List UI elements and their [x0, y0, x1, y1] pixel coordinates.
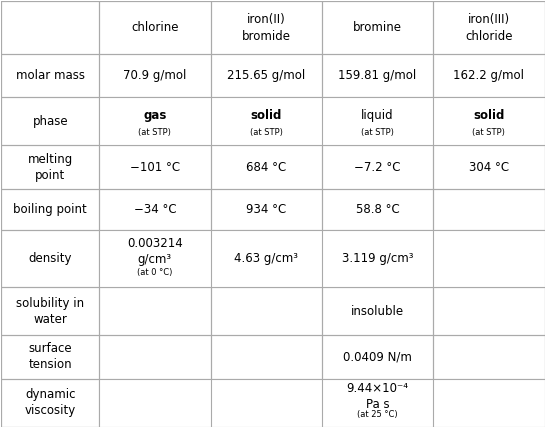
Text: surface
tension: surface tension	[28, 342, 72, 372]
Text: 4.63 g/cm³: 4.63 g/cm³	[234, 252, 298, 265]
Bar	[211, 379, 322, 427]
Text: 162.2 g/mol: 162.2 g/mol	[453, 69, 524, 82]
Bar	[433, 379, 544, 427]
Text: (at STP): (at STP)	[472, 128, 506, 137]
Text: liquid: liquid	[361, 109, 394, 122]
Text: dynamic
viscosity: dynamic viscosity	[25, 388, 76, 417]
Text: iron(II)
bromide: iron(II) bromide	[242, 13, 290, 43]
Text: 934 °C: 934 °C	[246, 203, 286, 216]
Text: −101 °C: −101 °C	[130, 160, 180, 174]
Text: solubility in
water: solubility in water	[16, 297, 84, 326]
Text: (at STP): (at STP)	[139, 128, 171, 137]
Bar	[211, 98, 322, 146]
Text: iron(III)
chloride: iron(III) chloride	[465, 13, 513, 43]
Bar	[433, 98, 544, 146]
Text: −7.2 °C: −7.2 °C	[354, 160, 401, 174]
Text: 3.119 g/cm³: 3.119 g/cm³	[342, 252, 413, 265]
Text: −34 °C: −34 °C	[134, 203, 176, 216]
Text: gas: gas	[143, 109, 167, 122]
Bar	[99, 230, 211, 287]
Text: insoluble: insoluble	[351, 305, 404, 318]
Text: 0.003214
g/cm³: 0.003214 g/cm³	[127, 237, 183, 266]
Text: 159.81 g/mol: 159.81 g/mol	[339, 69, 417, 82]
Text: density: density	[28, 252, 72, 265]
Text: molar mass: molar mass	[16, 69, 85, 82]
Text: bromine: bromine	[353, 21, 402, 34]
Text: 9.44×10⁻⁴
Pa s: 9.44×10⁻⁴ Pa s	[347, 382, 408, 411]
Text: 58.8 °C: 58.8 °C	[355, 203, 400, 216]
Text: 215.65 g/mol: 215.65 g/mol	[227, 69, 305, 82]
Text: 0.0409 N/m: 0.0409 N/m	[343, 351, 412, 363]
Text: solid: solid	[251, 109, 282, 122]
Bar	[322, 98, 433, 146]
Text: 70.9 g/mol: 70.9 g/mol	[123, 69, 187, 82]
Text: boiling point: boiling point	[14, 203, 87, 216]
Text: solid: solid	[473, 109, 505, 122]
Text: 684 °C: 684 °C	[246, 160, 286, 174]
Bar	[99, 379, 211, 427]
Text: (at 0 °C): (at 0 °C)	[137, 268, 173, 277]
Text: 304 °C: 304 °C	[469, 160, 509, 174]
Text: (at STP): (at STP)	[250, 128, 283, 137]
Bar	[322, 379, 433, 427]
Text: chlorine: chlorine	[131, 21, 179, 34]
Text: phase: phase	[32, 115, 68, 128]
Bar	[322, 230, 433, 287]
Text: (at 25 °C): (at 25 °C)	[357, 410, 398, 419]
Text: (at STP): (at STP)	[361, 128, 394, 137]
Text: melting
point: melting point	[28, 153, 73, 181]
Bar	[433, 230, 544, 287]
Bar	[99, 98, 211, 146]
Bar	[211, 230, 322, 287]
